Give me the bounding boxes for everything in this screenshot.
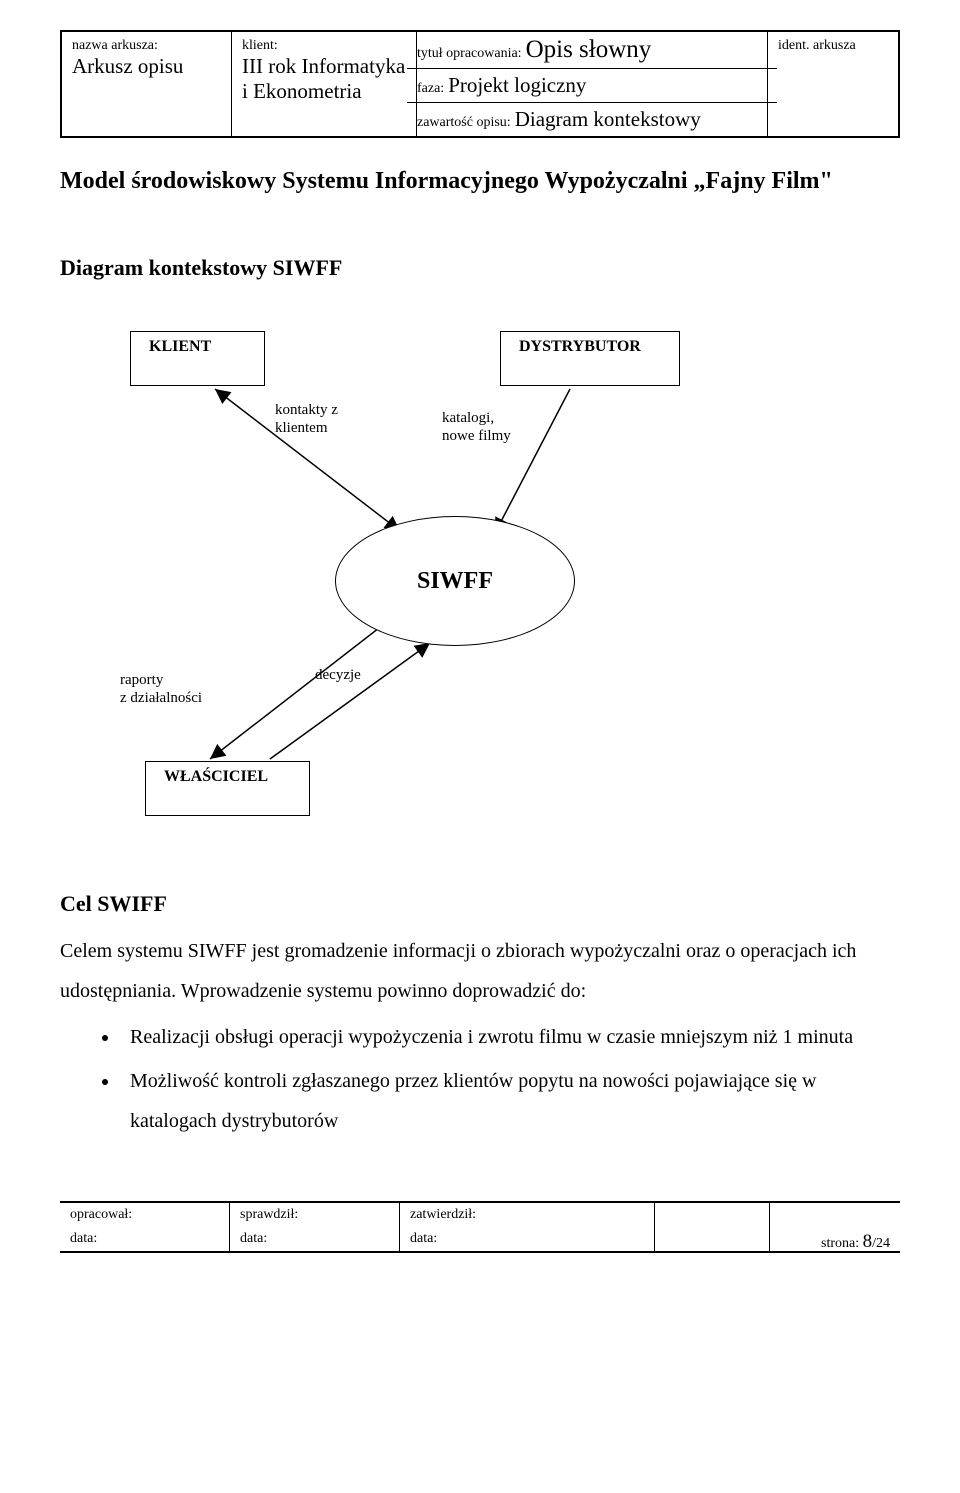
footer-col-zatwierdzil: zatwierdził: data: [400, 1203, 655, 1251]
footer-opracowal-date: data: [60, 1227, 229, 1251]
intro-paragraph: Celem systemu SIWFF jest gromadzenie inf… [60, 931, 900, 1011]
header-phase-value: Projekt logiczny [448, 73, 586, 97]
edge-label-kontakty: kontakty zklientem [275, 401, 338, 437]
footer-col-blank [655, 1203, 770, 1251]
footer-page-current: 8 [863, 1231, 873, 1252]
header-client-label: klient: [242, 38, 406, 54]
footer-col-page: strona: 8/24 [770, 1203, 900, 1251]
header-sheetname-label: nazwa arkusza: [72, 38, 221, 54]
footer-zatwierdzil-date: data: [400, 1227, 654, 1251]
node-wlasciciel-label: WŁAŚCICIEL [164, 768, 268, 785]
header-client-value-l1: III rok Informatyka [242, 54, 406, 79]
header-row-title: tytuł opracowania: Opis słowny [407, 32, 777, 69]
header-row-phase: faza: Projekt logiczny [407, 69, 777, 103]
footer-sprawdzil-date: data: [230, 1227, 399, 1251]
sub-title: Diagram kontekstowy SIWFF [60, 255, 900, 281]
header-title-label: tytuł opracowania: [417, 46, 522, 61]
node-siwff-label: SIWFF [417, 568, 493, 595]
edge-label-decyzje: decyzje [315, 666, 361, 684]
header-col-sheetname: nazwa arkusza: Arkusz opisu [62, 32, 232, 136]
bullet-list: Realizacji obsługi operacji wypożyczenia… [60, 1017, 900, 1141]
edge-label-katalogi: katalogi,nowe filmy [442, 409, 511, 445]
header-content-label: zawartość opisu: [417, 115, 511, 130]
header-row-content: zawartość opisu: Diagram kontekstowy [407, 103, 777, 136]
node-wlasciciel: WŁAŚCICIEL [145, 761, 310, 816]
header-ident-label: ident. arkusza [778, 38, 888, 54]
footer-table: opracował: data: sprawdził: data: zatwie… [60, 1201, 900, 1253]
footer-col-opracowal: opracował: data: [60, 1203, 230, 1251]
node-dystrybutor-label: DYSTRYBUTOR [519, 338, 641, 355]
section-heading: Cel SWIFF [60, 891, 900, 917]
main-title: Model środowiskowy Systemu Informacyjneg… [60, 168, 900, 195]
header-sheetname-value: Arkusz opisu [72, 54, 221, 79]
footer-zatwierdzil-label: zatwierdził: [400, 1203, 654, 1227]
context-diagram: KLIENT DYSTRYBUTOR SIWFF WŁAŚCICIEL kont… [100, 331, 800, 851]
node-klient-label: KLIENT [149, 338, 211, 355]
footer-opracowal-label: opracował: [60, 1203, 229, 1227]
bullet-item: Realizacji obsługi operacji wypożyczenia… [120, 1017, 900, 1057]
node-siwff: SIWFF [335, 516, 575, 646]
node-klient: KLIENT [130, 331, 265, 386]
header-title-value: Opis słowny [526, 36, 652, 63]
header-col-middle: tytuł opracowania: Opis słowny faza: Pro… [417, 32, 768, 136]
node-dystrybutor: DYSTRYBUTOR [500, 331, 680, 386]
footer-page-label: strona: [821, 1236, 859, 1251]
header-client-value-l2: i Ekonometria [242, 79, 406, 104]
header-content-value: Diagram kontekstowy [515, 107, 701, 131]
footer-col-sprawdzil: sprawdził: data: [230, 1203, 400, 1251]
header-col-ident: ident. arkusza [768, 32, 898, 136]
header-phase-label: faza: [417, 81, 444, 96]
bullet-item: Możliwość kontroli zgłaszanego przez kli… [120, 1061, 900, 1141]
footer-sprawdzil-label: sprawdził: [230, 1203, 399, 1227]
header-col-client: klient: III rok Informatyka i Ekonometri… [232, 32, 417, 136]
footer-page-number: strona: 8/24 [770, 1227, 900, 1251]
footer-page-total: 24 [876, 1236, 890, 1251]
header-table: nazwa arkusza: Arkusz opisu klient: III … [60, 30, 900, 138]
edge-label-raporty: raportyz działalności [120, 671, 202, 707]
